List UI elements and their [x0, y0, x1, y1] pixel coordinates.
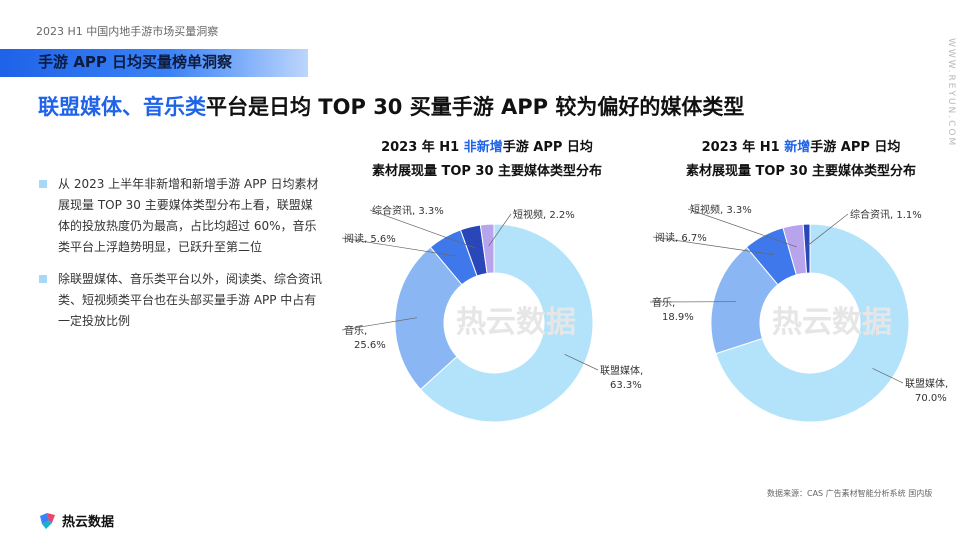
section-title: 手游 APP 日均买量榜单洞察: [38, 53, 233, 71]
slice-label-name: 音乐,: [652, 296, 675, 309]
slice-label-name: 联盟媒体,: [600, 365, 643, 377]
leader-line: [488, 213, 512, 247]
leader-line: [872, 368, 904, 384]
leader-line: [652, 236, 774, 256]
slice-label-value: 70.0%: [915, 393, 947, 404]
logo-icon: [40, 512, 55, 529]
section-bar: [0, 49, 308, 77]
slice-label-value: 63.3%: [610, 380, 642, 391]
donut-slice: [419, 223, 594, 423]
donut-slice: [394, 246, 463, 391]
slice-label-name: 音乐,: [344, 324, 367, 337]
slice-label: 音乐, 18.9%: [652, 296, 694, 323]
chart-title-line2: 素材展现量 TOP 30 主要媒体类型分布: [371, 164, 603, 179]
chart-title-non-new: 2023 年 H1 非新增手游 APP 日均 素材展现量 TOP 30 主要媒体…: [337, 136, 637, 184]
bullet-item: 从 2023 上半年非新增和新增手游 APP 日均素材展现量 TOP 30 主要…: [38, 174, 324, 258]
bullet-text: 除联盟媒体、音乐类平台以外，阅读类、综合资讯类、短视频类平台也在头部买量手游 A…: [58, 272, 323, 328]
slice-label: 音乐, 25.6%: [344, 324, 386, 351]
chart-title-suffix: 手游 APP 日均: [502, 140, 593, 155]
bullet-square-icon: [39, 275, 47, 283]
leader-line: [807, 213, 849, 247]
chart-title-prefix: 2023 年 H1: [701, 140, 785, 155]
slice-label: 短视频, 3.3%: [690, 203, 752, 216]
slice-label: 短视频, 2.2%: [513, 208, 575, 221]
leader-line: [687, 208, 797, 248]
chart-watermark: 热云数据: [772, 305, 892, 340]
chart-title-highlight: 非新增: [463, 140, 503, 155]
chart-title-line2: 素材展现量 TOP 30 主要媒体类型分布: [685, 164, 917, 179]
slice-label: 阅读, 6.7%: [655, 231, 707, 244]
slice-label-value: 18.9%: [662, 312, 694, 323]
bullet-list: 从 2023 上半年非新增和新增手游 APP 日均素材展现量 TOP 30 主要…: [38, 174, 324, 343]
chart-title-new: 2023 年 H1 新增手游 APP 日均 素材展现量 TOP 30 主要媒体类…: [651, 136, 951, 184]
headline-rest: 平台是日均 TOP 30 买量手游 APP 较为偏好的媒体类型: [206, 95, 745, 119]
leader-line: [341, 317, 418, 331]
headline-highlight: 联盟媒体、音乐类: [38, 95, 206, 119]
leader-line: [369, 209, 476, 249]
donut-slice: [479, 223, 495, 275]
bullet-text: 从 2023 上半年非新增和新增手游 APP 日均素材展现量 TOP 30 主要…: [58, 177, 319, 254]
slice-label-value: 25.6%: [354, 340, 386, 351]
slice-label: 综合资讯, 1.1%: [850, 208, 922, 221]
slice-label: 综合资讯, 3.3%: [372, 204, 444, 217]
chart-title-highlight: 新增: [784, 140, 811, 155]
slice-label: 联盟媒体, 70.0%: [905, 378, 948, 404]
chart-title-prefix: 2023 年 H1: [381, 140, 464, 155]
data-source: 数据来源：CAS 广告素材智能分析系统 国内版: [767, 489, 933, 498]
logo-text: 热云数据: [62, 515, 115, 530]
donut-slice: [715, 223, 910, 423]
chart-title-line1: 2023 年 H1 新增手游 APP 日均: [651, 136, 951, 160]
donut-slice: [802, 223, 811, 274]
bullet-square-icon: [39, 180, 47, 188]
slice-label-name: 联盟媒体,: [905, 378, 948, 390]
footer-logo: 热云数据: [38, 511, 114, 530]
slice-label: 联盟媒体, 63.3%: [600, 365, 643, 391]
bullet-item: 除联盟媒体、音乐类平台以外，阅读类、综合资讯类、短视频类平台也在头部买量手游 A…: [38, 269, 324, 332]
slice-label: 阅读, 5.6%: [344, 232, 396, 245]
chart-title-line1: 2023 年 H1 非新增手游 APP 日均: [337, 136, 637, 160]
report-title: 2023 H1 中国内地手游市场买量洞察: [36, 25, 219, 38]
page-headline: 联盟媒体、音乐类平台是日均 TOP 30 买量手游 APP 较为偏好的媒体类型: [38, 91, 744, 121]
watermark-url: WWW.REYUN.COM: [946, 38, 956, 148]
leader-line: [564, 354, 599, 371]
chart-watermark: 热云数据: [456, 305, 576, 340]
chart-title-suffix: 手游 APP 日均: [810, 140, 901, 155]
leader-line: [341, 237, 456, 257]
